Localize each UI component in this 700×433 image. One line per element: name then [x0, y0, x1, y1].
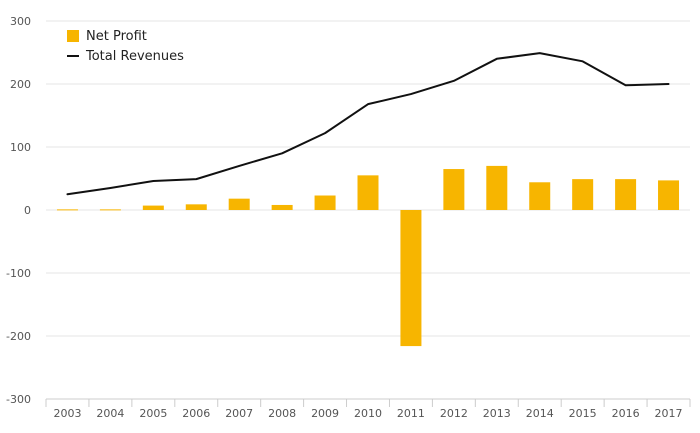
y-tick-label: -300 [6, 393, 31, 406]
y-axis: 300 200 100 0 -100 -200 -300 [6, 15, 31, 406]
x-tick-label-2017: 2017 [655, 407, 683, 420]
net-profit-bar-2007 [228, 198, 250, 210]
total-revenues-line-group [66, 52, 670, 196]
x-tick-label-2003: 2003 [53, 407, 81, 420]
net-profit-bar-2003 [56, 209, 78, 211]
x-tick-label-2006: 2006 [182, 407, 210, 420]
net-profit-bar-2015 [572, 179, 594, 210]
legend-swatch-net-profit [67, 30, 79, 42]
net-profit-bar-2008 [271, 204, 293, 210]
total-revenues-line [66, 52, 670, 196]
x-tick-label-2005: 2005 [139, 407, 167, 420]
y-tick-label: 300 [10, 15, 31, 28]
x-tick-label-2013: 2013 [483, 407, 511, 420]
y-tick-label: -200 [6, 330, 31, 343]
net-profit-bar-2017 [658, 180, 680, 210]
legend-label-total-revenues: Total Revenues [85, 49, 184, 64]
x-tick-label-2015: 2015 [569, 407, 597, 420]
y-tick-label: -100 [6, 267, 31, 280]
net-profit-bar-2011 [400, 210, 422, 347]
net-profit-bar-2016 [615, 179, 637, 210]
x-tick-label-2007: 2007 [225, 407, 253, 420]
net-profit-bar-2013 [486, 165, 508, 210]
x-tick-label-2014: 2014 [526, 407, 554, 420]
x-tick-label-2008: 2008 [268, 407, 296, 420]
legend-label-net-profit: Net Profit [86, 29, 147, 44]
net-profit-bar-2009 [314, 195, 336, 210]
net-profit-bar-2012 [443, 169, 465, 210]
x-tick-label-2009: 2009 [311, 407, 339, 420]
y-tick-label: 100 [10, 141, 31, 154]
y-tick-label: 0 [24, 204, 31, 217]
y-tick-label: 200 [10, 78, 31, 91]
x-tick-label-2010: 2010 [354, 407, 382, 420]
x-tick-label-2012: 2012 [440, 407, 468, 420]
x-tick-label-2011: 2011 [397, 407, 425, 420]
net-profit-bar-2014 [529, 182, 551, 210]
net-profit-bar-2004 [99, 209, 121, 211]
net-profit-bar-2006 [185, 204, 207, 210]
net-profit-bars [56, 165, 680, 347]
x-axis: 2003 2004 2005 2006 2007 2008 2009 2010 2011 2012… [45, 398, 691, 420]
x-tick-label-2004: 2004 [96, 407, 124, 420]
legend: Net Profit Total Revenues [67, 29, 184, 64]
net-profit-bar-2005 [142, 205, 164, 210]
net-profit-bar-2010 [357, 175, 379, 210]
x-tick-label-2016: 2016 [612, 407, 640, 420]
